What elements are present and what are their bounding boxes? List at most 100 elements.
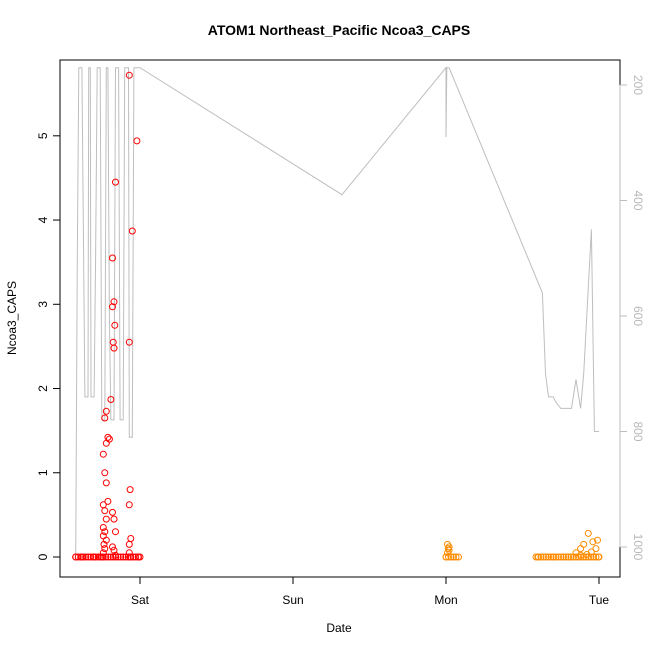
data-point	[129, 553, 137, 561]
data-point	[112, 528, 119, 536]
y-tick-label: 4	[36, 216, 50, 223]
data-point	[532, 553, 540, 561]
data-point	[125, 338, 133, 346]
data-point	[565, 553, 572, 561]
data-point	[134, 553, 142, 561]
data-point	[455, 553, 462, 561]
data-point	[582, 553, 590, 561]
data-point	[104, 497, 112, 505]
data-point	[101, 469, 109, 477]
data-point	[585, 553, 592, 561]
data-point	[542, 553, 550, 561]
data-point	[594, 536, 601, 544]
y-tick-label: 2	[36, 385, 50, 392]
data-point	[109, 543, 116, 551]
data-point	[99, 553, 107, 561]
data-point	[125, 71, 133, 79]
data-point	[99, 501, 107, 509]
data-point	[540, 553, 547, 561]
data-point	[127, 553, 135, 561]
x-tick-label: Sun	[282, 593, 303, 607]
data-point	[444, 540, 451, 548]
right-tick-label: 200	[631, 75, 645, 95]
data-point	[552, 553, 560, 561]
data-point	[589, 538, 597, 546]
data-point	[99, 450, 107, 458]
depth-line-layer	[75, 66, 599, 559]
data-point	[110, 298, 118, 306]
chart-title: ATOM1 Northeast_Pacific Ncoa3_CAPS	[208, 22, 470, 38]
data-point	[72, 553, 80, 561]
data-point	[109, 553, 117, 561]
data-point	[107, 396, 115, 403]
data-point	[125, 549, 133, 557]
data-point	[584, 529, 592, 537]
data-point	[537, 553, 545, 561]
data-point	[590, 553, 597, 561]
data-point	[580, 553, 587, 561]
data-point	[101, 507, 109, 515]
data-point	[109, 303, 116, 311]
data-point	[577, 545, 585, 553]
data-point	[82, 553, 90, 561]
data-point	[572, 553, 580, 561]
x-tick-label: Tue	[589, 593, 610, 607]
data-point	[587, 553, 595, 561]
data-point	[557, 553, 565, 561]
data-point	[102, 479, 110, 487]
data-point	[87, 553, 95, 561]
data-point	[560, 553, 567, 561]
x-axis: Sat Sun Mon Tue	[131, 576, 610, 607]
data-point	[117, 553, 125, 561]
data-point	[110, 515, 118, 523]
points-layer	[72, 71, 603, 561]
data-point	[105, 435, 113, 443]
data-point	[94, 553, 102, 561]
data-point	[107, 553, 115, 561]
data-point	[442, 553, 450, 561]
depth-line	[75, 66, 599, 559]
right-tick-label: 800	[631, 421, 645, 441]
data-point	[101, 528, 109, 536]
x-tick-label: Mon	[434, 593, 457, 607]
right-tick-label: 400	[631, 190, 645, 210]
data-point	[125, 501, 133, 509]
y-axis-left: 0 1 2 3 4 5	[36, 132, 61, 560]
data-point	[128, 227, 136, 235]
data-point	[114, 553, 122, 561]
data-point	[89, 553, 97, 561]
data-point	[104, 433, 112, 441]
right-tick-label: 600	[631, 306, 645, 326]
data-point	[101, 545, 109, 553]
data-point	[74, 553, 82, 561]
data-point	[122, 553, 130, 561]
y-tick-label: 0	[36, 553, 50, 560]
data-point	[111, 321, 119, 329]
data-point	[99, 532, 107, 540]
data-point	[110, 546, 118, 554]
data-point	[112, 553, 120, 561]
data-point	[127, 535, 135, 542]
data-point	[592, 545, 600, 553]
data-point	[452, 553, 460, 561]
data-point	[445, 553, 452, 561]
data-point	[547, 553, 555, 561]
y-axis-label: Ncoa3_CAPS	[5, 281, 19, 355]
data-point	[450, 553, 457, 561]
plot-frame	[59, 59, 621, 578]
data-point	[102, 439, 110, 447]
data-point	[575, 553, 582, 561]
data-point	[112, 178, 119, 186]
data-point	[109, 338, 117, 346]
data-point	[577, 553, 585, 561]
data-point	[595, 553, 602, 561]
data-point	[104, 553, 112, 561]
data-point	[100, 540, 108, 548]
data-point	[102, 553, 110, 561]
data-point	[77, 553, 85, 561]
data-point	[562, 553, 570, 561]
data-point	[545, 553, 552, 561]
data-point	[84, 553, 92, 561]
data-point	[124, 553, 132, 561]
